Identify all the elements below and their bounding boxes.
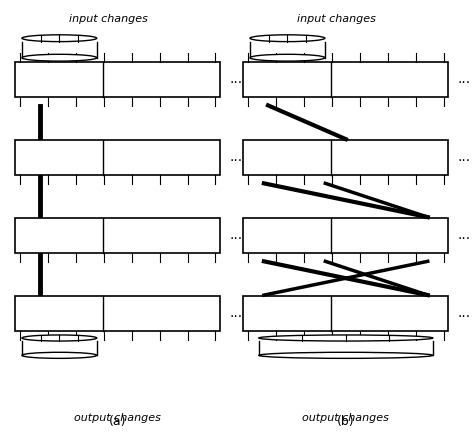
Bar — [244, 62, 448, 97]
Text: ...: ... — [457, 150, 471, 164]
Text: output changes: output changes — [302, 413, 389, 423]
Bar — [15, 62, 220, 97]
Text: (a): (a) — [109, 415, 127, 428]
Ellipse shape — [22, 35, 97, 41]
Text: ...: ... — [229, 228, 243, 242]
Text: (b): (b) — [337, 415, 355, 428]
Ellipse shape — [250, 35, 325, 41]
Text: input changes: input changes — [69, 14, 148, 24]
Ellipse shape — [259, 352, 433, 358]
Bar — [15, 140, 220, 175]
Bar — [244, 296, 448, 330]
Bar — [244, 140, 448, 175]
Text: output changes: output changes — [74, 413, 161, 423]
Text: ...: ... — [229, 150, 243, 164]
Ellipse shape — [250, 54, 325, 61]
Text: ...: ... — [229, 307, 243, 320]
Text: input changes: input changes — [297, 14, 376, 24]
Text: ...: ... — [457, 307, 471, 320]
Ellipse shape — [22, 54, 97, 61]
Text: ...: ... — [229, 72, 243, 86]
Text: ...: ... — [457, 228, 471, 242]
Bar — [244, 218, 448, 252]
Text: ...: ... — [457, 72, 471, 86]
Ellipse shape — [22, 352, 97, 358]
Ellipse shape — [22, 335, 97, 341]
Bar — [15, 218, 220, 252]
Ellipse shape — [259, 335, 433, 341]
Bar — [15, 296, 220, 330]
